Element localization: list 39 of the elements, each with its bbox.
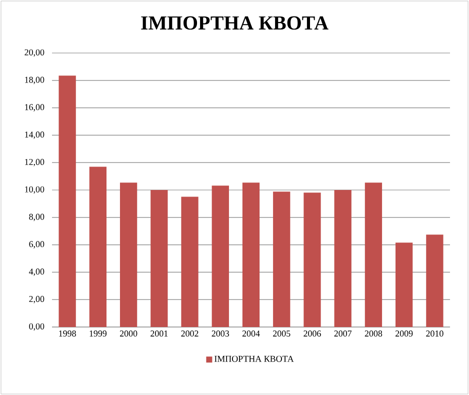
y-tick-label: 16,00 <box>25 104 44 112</box>
x-tick-label: 2003 <box>212 330 230 337</box>
chart-title: ІМПОРТНА КВОТА <box>141 16 328 30</box>
x-tick-label: 2007 <box>334 330 352 337</box>
y-tick-label: 18,00 <box>25 76 44 84</box>
x-tick-label: 2006 <box>304 330 321 337</box>
bar <box>304 192 321 327</box>
bar <box>58 76 76 327</box>
y-tick-label: 12,00 <box>25 158 44 166</box>
x-tick-label: 2005 <box>273 330 290 337</box>
y-tick-label: 6,00 <box>29 241 44 248</box>
bar <box>334 190 352 327</box>
x-tick-label: 2004 <box>242 330 260 337</box>
y-tick-label: 14,00 <box>25 132 44 139</box>
bar <box>150 190 168 327</box>
x-tick-label: 1999 <box>90 330 107 337</box>
bar <box>396 242 413 327</box>
x-tick-label: 2009 <box>396 330 413 337</box>
y-tick-label: 2,00 <box>29 296 44 304</box>
bar <box>212 186 229 327</box>
y-tick-label: 8,00 <box>29 214 44 222</box>
x-tick-label: 2001 <box>150 330 168 337</box>
x-tick-label: 1998 <box>59 330 76 337</box>
bar <box>120 182 138 327</box>
bar <box>426 234 444 327</box>
bar <box>242 182 260 327</box>
bar <box>89 166 106 327</box>
bar <box>273 192 290 327</box>
y-tick-label: 20,00 <box>24 49 44 57</box>
y-tick-label: 10,00 <box>25 186 44 194</box>
x-tick-label: 2000 <box>120 330 138 337</box>
x-tick-label: 2008 <box>364 330 382 337</box>
bar <box>364 182 382 327</box>
x-tick-label: 2010 <box>426 330 444 337</box>
legend-label: ІМПОРТНА КВОТА <box>214 356 294 362</box>
bar <box>181 196 198 327</box>
x-tick-label: 2002 <box>181 330 198 337</box>
y-tick-label: 4,00 <box>28 268 44 276</box>
y-tick-label: 0,00 <box>29 323 44 331</box>
